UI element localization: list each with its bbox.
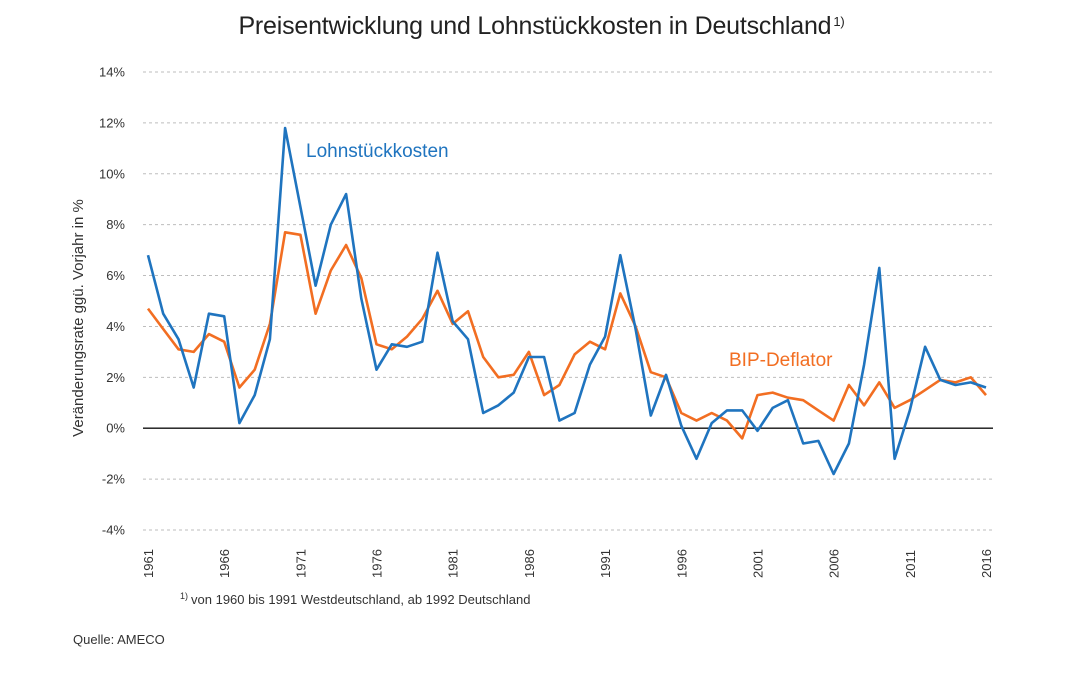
- y-tick-label: 2%: [106, 370, 125, 385]
- y-tick-label: 12%: [99, 115, 125, 130]
- chart-title: Preisentwicklung und Lohnstückkosten in …: [0, 12, 1083, 41]
- x-tick-label: 1991: [598, 549, 613, 578]
- gridlines: [143, 71, 993, 531]
- y-tick-label: -4%: [102, 523, 126, 538]
- y-tick-label: 14%: [99, 65, 125, 80]
- footnote-marker: 1): [180, 591, 189, 601]
- x-tick-label: 1986: [522, 549, 537, 578]
- x-tick-label: 1961: [141, 549, 156, 578]
- footnote: 1) von 1960 bis 1991 Westdeutschland, ab …: [180, 591, 531, 607]
- x-tick-label: 1996: [674, 549, 689, 578]
- y-tick-label: 8%: [106, 217, 125, 232]
- y-tick-label: -2%: [102, 472, 126, 487]
- series-line-lohnstueckkosten: [146, 126, 987, 476]
- series-label-lohnstueckkosten: Lohnstückkosten: [306, 141, 449, 162]
- y-tick-label: 10%: [99, 166, 125, 181]
- y-tick-label: 4%: [106, 319, 125, 334]
- x-tick-label: 2006: [827, 549, 842, 578]
- footnote-text: von 1960 bis 1991 Westdeutschland, ab 19…: [191, 592, 531, 607]
- x-tick-label: 2016: [979, 549, 994, 578]
- series-label-bip-deflator: BIP-Deflator: [729, 350, 833, 371]
- x-tick-label: 1966: [217, 549, 232, 578]
- source-note: Quelle: AMECO: [73, 632, 165, 647]
- x-tick-label: 1971: [293, 549, 308, 578]
- series-line-bip-deflator: [146, 231, 987, 440]
- chart-title-text: Preisentwicklung und Lohnstückkosten in …: [238, 12, 832, 40]
- y-tick-label: 6%: [106, 268, 125, 283]
- y-axis-label: Veränderungsrate ggü. Vorjahr in %: [70, 199, 87, 437]
- x-axis-ticks: 1961 1966 1971 1976 1981 1986 1991 1996 2001 2006…: [141, 549, 994, 578]
- y-tick-label: 0%: [106, 421, 125, 436]
- y-axis-ticks: -4% -2% 0% 2% 4% 6% 8% 10% 12% 14%: [99, 65, 125, 538]
- x-tick-label: 2001: [750, 549, 765, 578]
- series-lines: [146, 126, 987, 476]
- x-tick-label: 1976: [370, 549, 385, 578]
- title-footnote-marker: 1): [833, 14, 845, 29]
- x-tick-label: 1981: [446, 549, 461, 578]
- x-tick-label: 2011: [903, 550, 918, 578]
